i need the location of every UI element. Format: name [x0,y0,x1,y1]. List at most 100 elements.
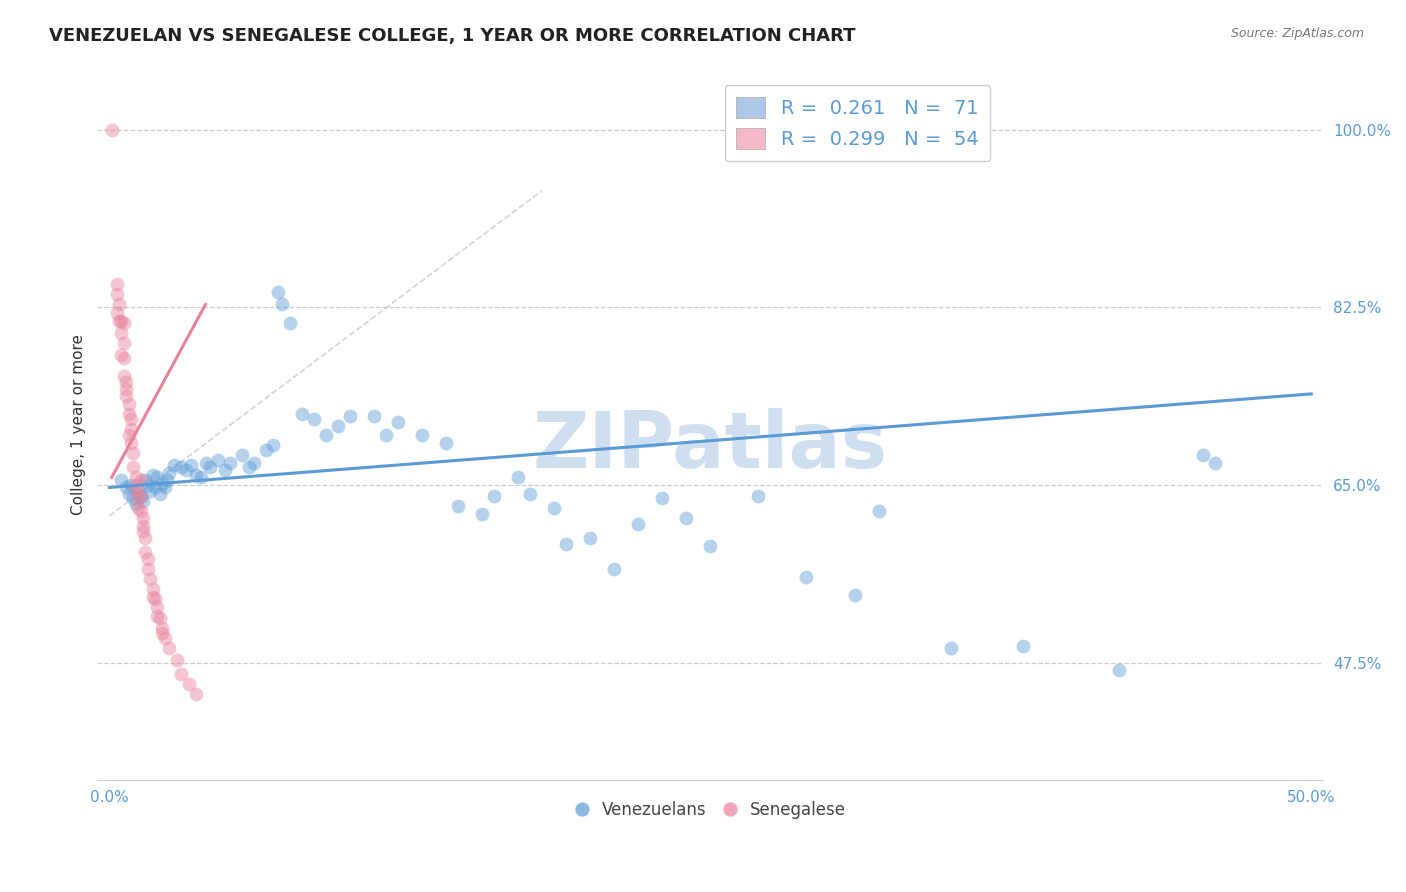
Point [110,326,132,340]
Point [242,456,264,470]
Point [136,551,159,566]
Point [112,336,135,351]
Point [134,531,156,545]
Point [122,446,145,460]
Point [115,375,138,389]
Point [150,477,173,491]
Point [150,625,173,640]
Point [127,500,149,515]
Point [579,531,602,545]
Point [112,316,135,330]
Point [254,442,277,457]
Legend: Venezuelans, Senegalese: Venezuelans, Senegalese [568,794,852,825]
Point [142,582,165,596]
Point [387,416,409,430]
Point [125,497,148,511]
Point [125,478,148,492]
Point [471,507,494,521]
Point [1192,448,1215,462]
Point [1011,639,1033,653]
Point [159,467,181,481]
Point [139,572,162,586]
Point [105,305,128,319]
Point [291,407,314,421]
Point [555,537,578,551]
Point [180,458,202,472]
Point [177,676,200,690]
Point [142,591,165,605]
Point [363,409,385,424]
Point [302,412,325,426]
Point [117,486,139,500]
Point [231,448,253,462]
Point [122,491,145,505]
Point [315,427,337,442]
Point [110,348,132,362]
Point [112,351,135,366]
Point [153,631,176,645]
Point [105,277,128,291]
Point [120,412,142,426]
Point [939,641,962,656]
Point [110,473,132,487]
Point [200,460,222,475]
Point [174,463,197,477]
Point [434,435,457,450]
Point [117,427,139,442]
Point [218,456,240,470]
Point [153,480,176,494]
Point [132,493,155,508]
Text: Source: ZipAtlas.com: Source: ZipAtlas.com [1230,27,1364,40]
Point [129,489,152,503]
Point [150,621,173,635]
Point [796,570,818,584]
Point [447,499,470,513]
Point [482,489,505,503]
Point [143,480,166,494]
Point [238,460,260,475]
Point [136,478,159,492]
Point [129,473,152,487]
Point [747,489,769,503]
Point [108,314,131,328]
Point [132,519,155,533]
Point [184,687,207,701]
Point [170,460,193,475]
Point [100,122,122,136]
Point [132,511,155,525]
Point [603,562,626,576]
Point [108,297,131,311]
Point [143,592,166,607]
Point [149,486,172,500]
Point [214,463,236,477]
Point [146,608,169,623]
Point [115,389,138,403]
Point [411,427,433,442]
Text: VENEZUELAN VS SENEGALESE COLLEGE, 1 YEAR OR MORE CORRELATION CHART: VENEZUELAN VS SENEGALESE COLLEGE, 1 YEAR… [49,27,856,45]
Text: ZIPatlas: ZIPatlas [533,408,887,483]
Point [142,468,165,483]
Point [627,517,650,532]
Point [374,427,396,442]
Point [129,504,152,518]
Point [134,544,156,558]
Point [159,641,181,656]
Point [1204,456,1226,470]
Point [117,407,139,421]
Point [1108,664,1130,678]
Point [125,483,148,498]
Point [120,422,142,436]
Point [170,666,193,681]
Point [110,314,132,328]
Point [207,453,229,467]
Point [166,653,188,667]
Point [339,409,361,424]
Point [163,458,186,472]
Point [266,285,288,300]
Point [262,438,284,452]
Point [271,297,294,311]
Point [651,491,673,505]
Point [127,483,149,498]
Point [112,368,135,383]
Point [184,468,207,483]
